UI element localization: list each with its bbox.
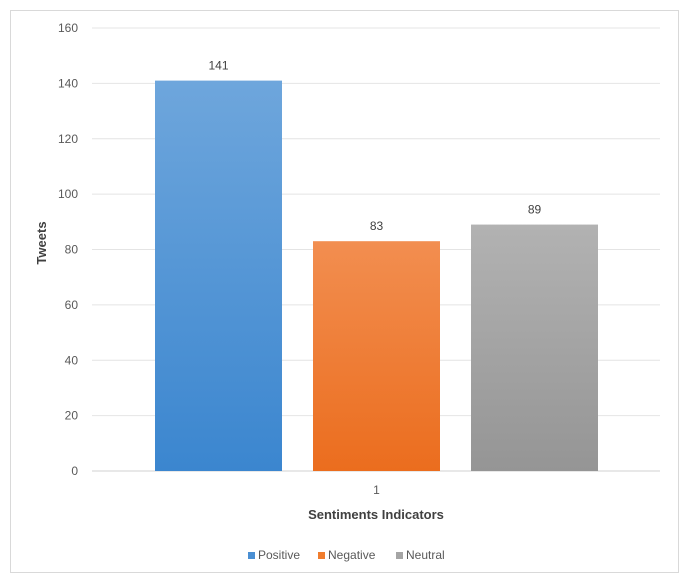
y-tick-label: 100 [58, 187, 78, 201]
bar-neutral [471, 224, 598, 471]
y-axis-ticks: 0 20 40 60 80 100 120 140 160 [58, 21, 78, 478]
legend-swatch-positive [248, 552, 255, 559]
x-axis-ticks: 1 [373, 483, 380, 497]
y-tick-label: 120 [58, 132, 78, 146]
bars [155, 80, 598, 471]
y-axis-title: Tweets [34, 221, 49, 264]
y-tick-label: 0 [71, 464, 78, 478]
y-tick-label: 80 [65, 243, 79, 257]
bar-negative [313, 241, 440, 471]
legend: Positive Negative Neutral [248, 548, 445, 562]
data-labels: 141 83 89 [208, 59, 541, 234]
legend-label-neutral: Neutral [406, 548, 445, 562]
x-axis-title: Sentiments Indicators [308, 507, 444, 522]
y-tick-label: 60 [65, 298, 79, 312]
bar-positive [155, 80, 282, 471]
legend-swatch-negative [318, 552, 325, 559]
x-tick-label: 1 [373, 483, 380, 497]
y-tick-label: 140 [58, 76, 78, 90]
y-tick-label: 160 [58, 21, 78, 35]
data-label-negative: 83 [370, 219, 384, 233]
data-label-positive: 141 [208, 59, 228, 73]
y-tick-label: 40 [65, 353, 79, 367]
legend-label-positive: Positive [258, 548, 300, 562]
y-tick-label: 20 [65, 409, 79, 423]
data-label-neutral: 89 [528, 203, 542, 217]
legend-label-negative: Negative [328, 548, 376, 562]
legend-swatch-neutral [396, 552, 403, 559]
